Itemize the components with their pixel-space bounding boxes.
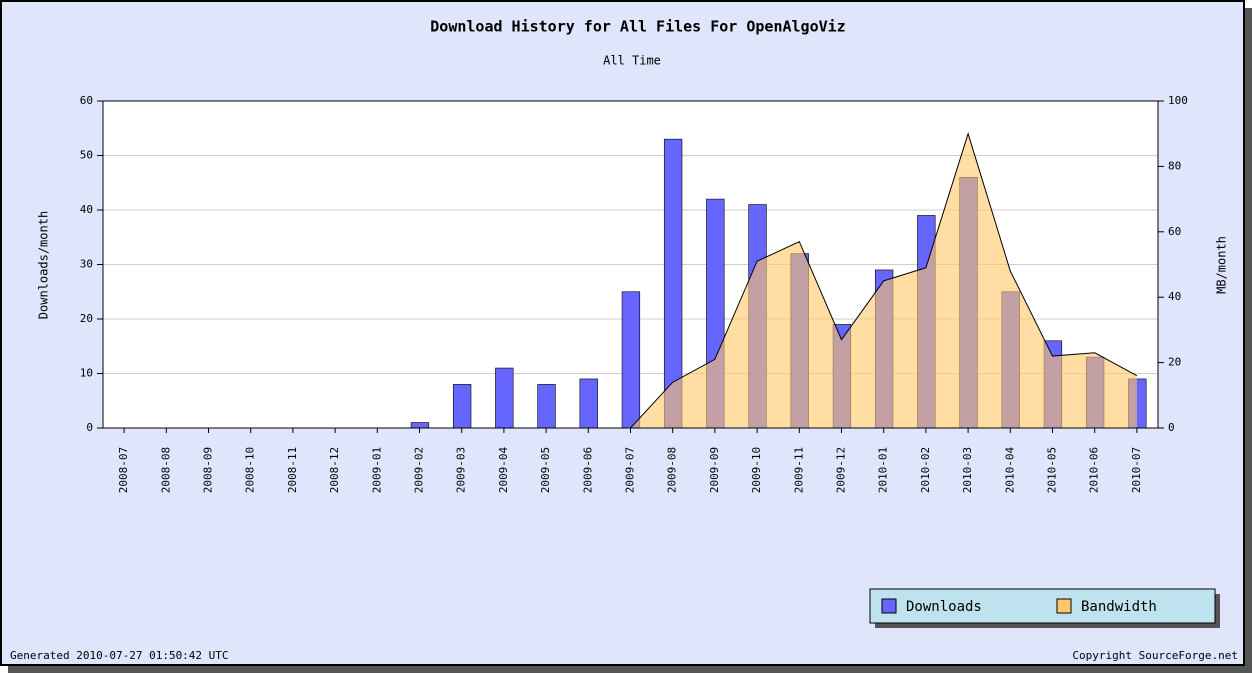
y2-tick-label: 80 [1168, 159, 1181, 172]
y2-tick-label: 100 [1168, 94, 1188, 107]
y2-axis-label: MB/month [1215, 236, 1229, 294]
x-tick-label: 2008-12 [328, 447, 341, 493]
x-tick-label: 2008-11 [286, 447, 299, 493]
legend-label: Bandwidth [1081, 599, 1157, 615]
x-tick-label: 2010-05 [1046, 447, 1059, 493]
y-tick-label: 10 [80, 367, 93, 380]
x-tick-label: 2008-10 [244, 447, 257, 493]
x-tick-label: 2009-08 [666, 447, 679, 493]
legend-swatch [1056, 598, 1072, 614]
x-tick-label: 2009-07 [624, 447, 637, 493]
x-tick-label: 2009-01 [370, 447, 383, 493]
y2-tick-label: 60 [1168, 225, 1181, 238]
bar [621, 291, 641, 429]
footer-right: Copyright SourceForge.net [1072, 649, 1238, 662]
x-tick-label: 2009-02 [413, 447, 426, 493]
bar [579, 378, 598, 429]
x-tick-label: 2009-11 [792, 447, 805, 493]
x-tick-label: 2008-09 [202, 447, 215, 493]
x-tick-label: 2008-07 [117, 447, 130, 493]
legend-swatch [881, 598, 897, 614]
x-tick-label: 2010-06 [1088, 447, 1101, 493]
x-tick-label: 2010-03 [961, 447, 974, 493]
y-tick-label: 20 [80, 312, 93, 325]
x-tick-label: 2009-06 [581, 447, 594, 493]
y-tick-label: 50 [80, 149, 93, 162]
x-tick-label: 2010-04 [1003, 446, 1016, 493]
x-tick-label: 2009-03 [455, 447, 468, 493]
chart-subtitle: All Time [603, 54, 661, 68]
bar [495, 367, 514, 429]
y-tick-label: 60 [80, 94, 93, 107]
bar [410, 422, 430, 429]
x-tick-label: 2010-07 [1130, 447, 1143, 493]
x-tick-label: 2009-10 [750, 447, 763, 493]
area [124, 133, 1137, 428]
y2-tick-label: 20 [1168, 356, 1181, 369]
y-tick-label: 0 [86, 421, 93, 434]
x-tick-label: 2009-05 [539, 447, 552, 493]
x-tick-label: 2010-02 [919, 447, 932, 493]
x-tick-label: 2009-12 [835, 447, 848, 493]
y-tick-label: 40 [80, 203, 93, 216]
x-tick-label: 2010-01 [877, 447, 890, 493]
y-axis-label: Downloads/month [37, 211, 51, 319]
chart-title: Download History for All Files For OpenA… [430, 18, 845, 36]
y-tick-label: 30 [80, 258, 93, 271]
bar [537, 384, 556, 429]
x-tick-label: 2009-09 [708, 447, 721, 493]
bar [452, 384, 472, 429]
y2-tick-label: 0 [1168, 421, 1175, 434]
legend [869, 588, 1216, 624]
y2-tick-label: 40 [1168, 290, 1181, 303]
legend-label: Downloads [906, 599, 982, 615]
x-tick-label: 2009-04 [497, 446, 510, 493]
x-tick-label: 2008-08 [159, 447, 172, 493]
footer-left: Generated 2010-07-27 01:50:42 UTC [10, 649, 229, 662]
